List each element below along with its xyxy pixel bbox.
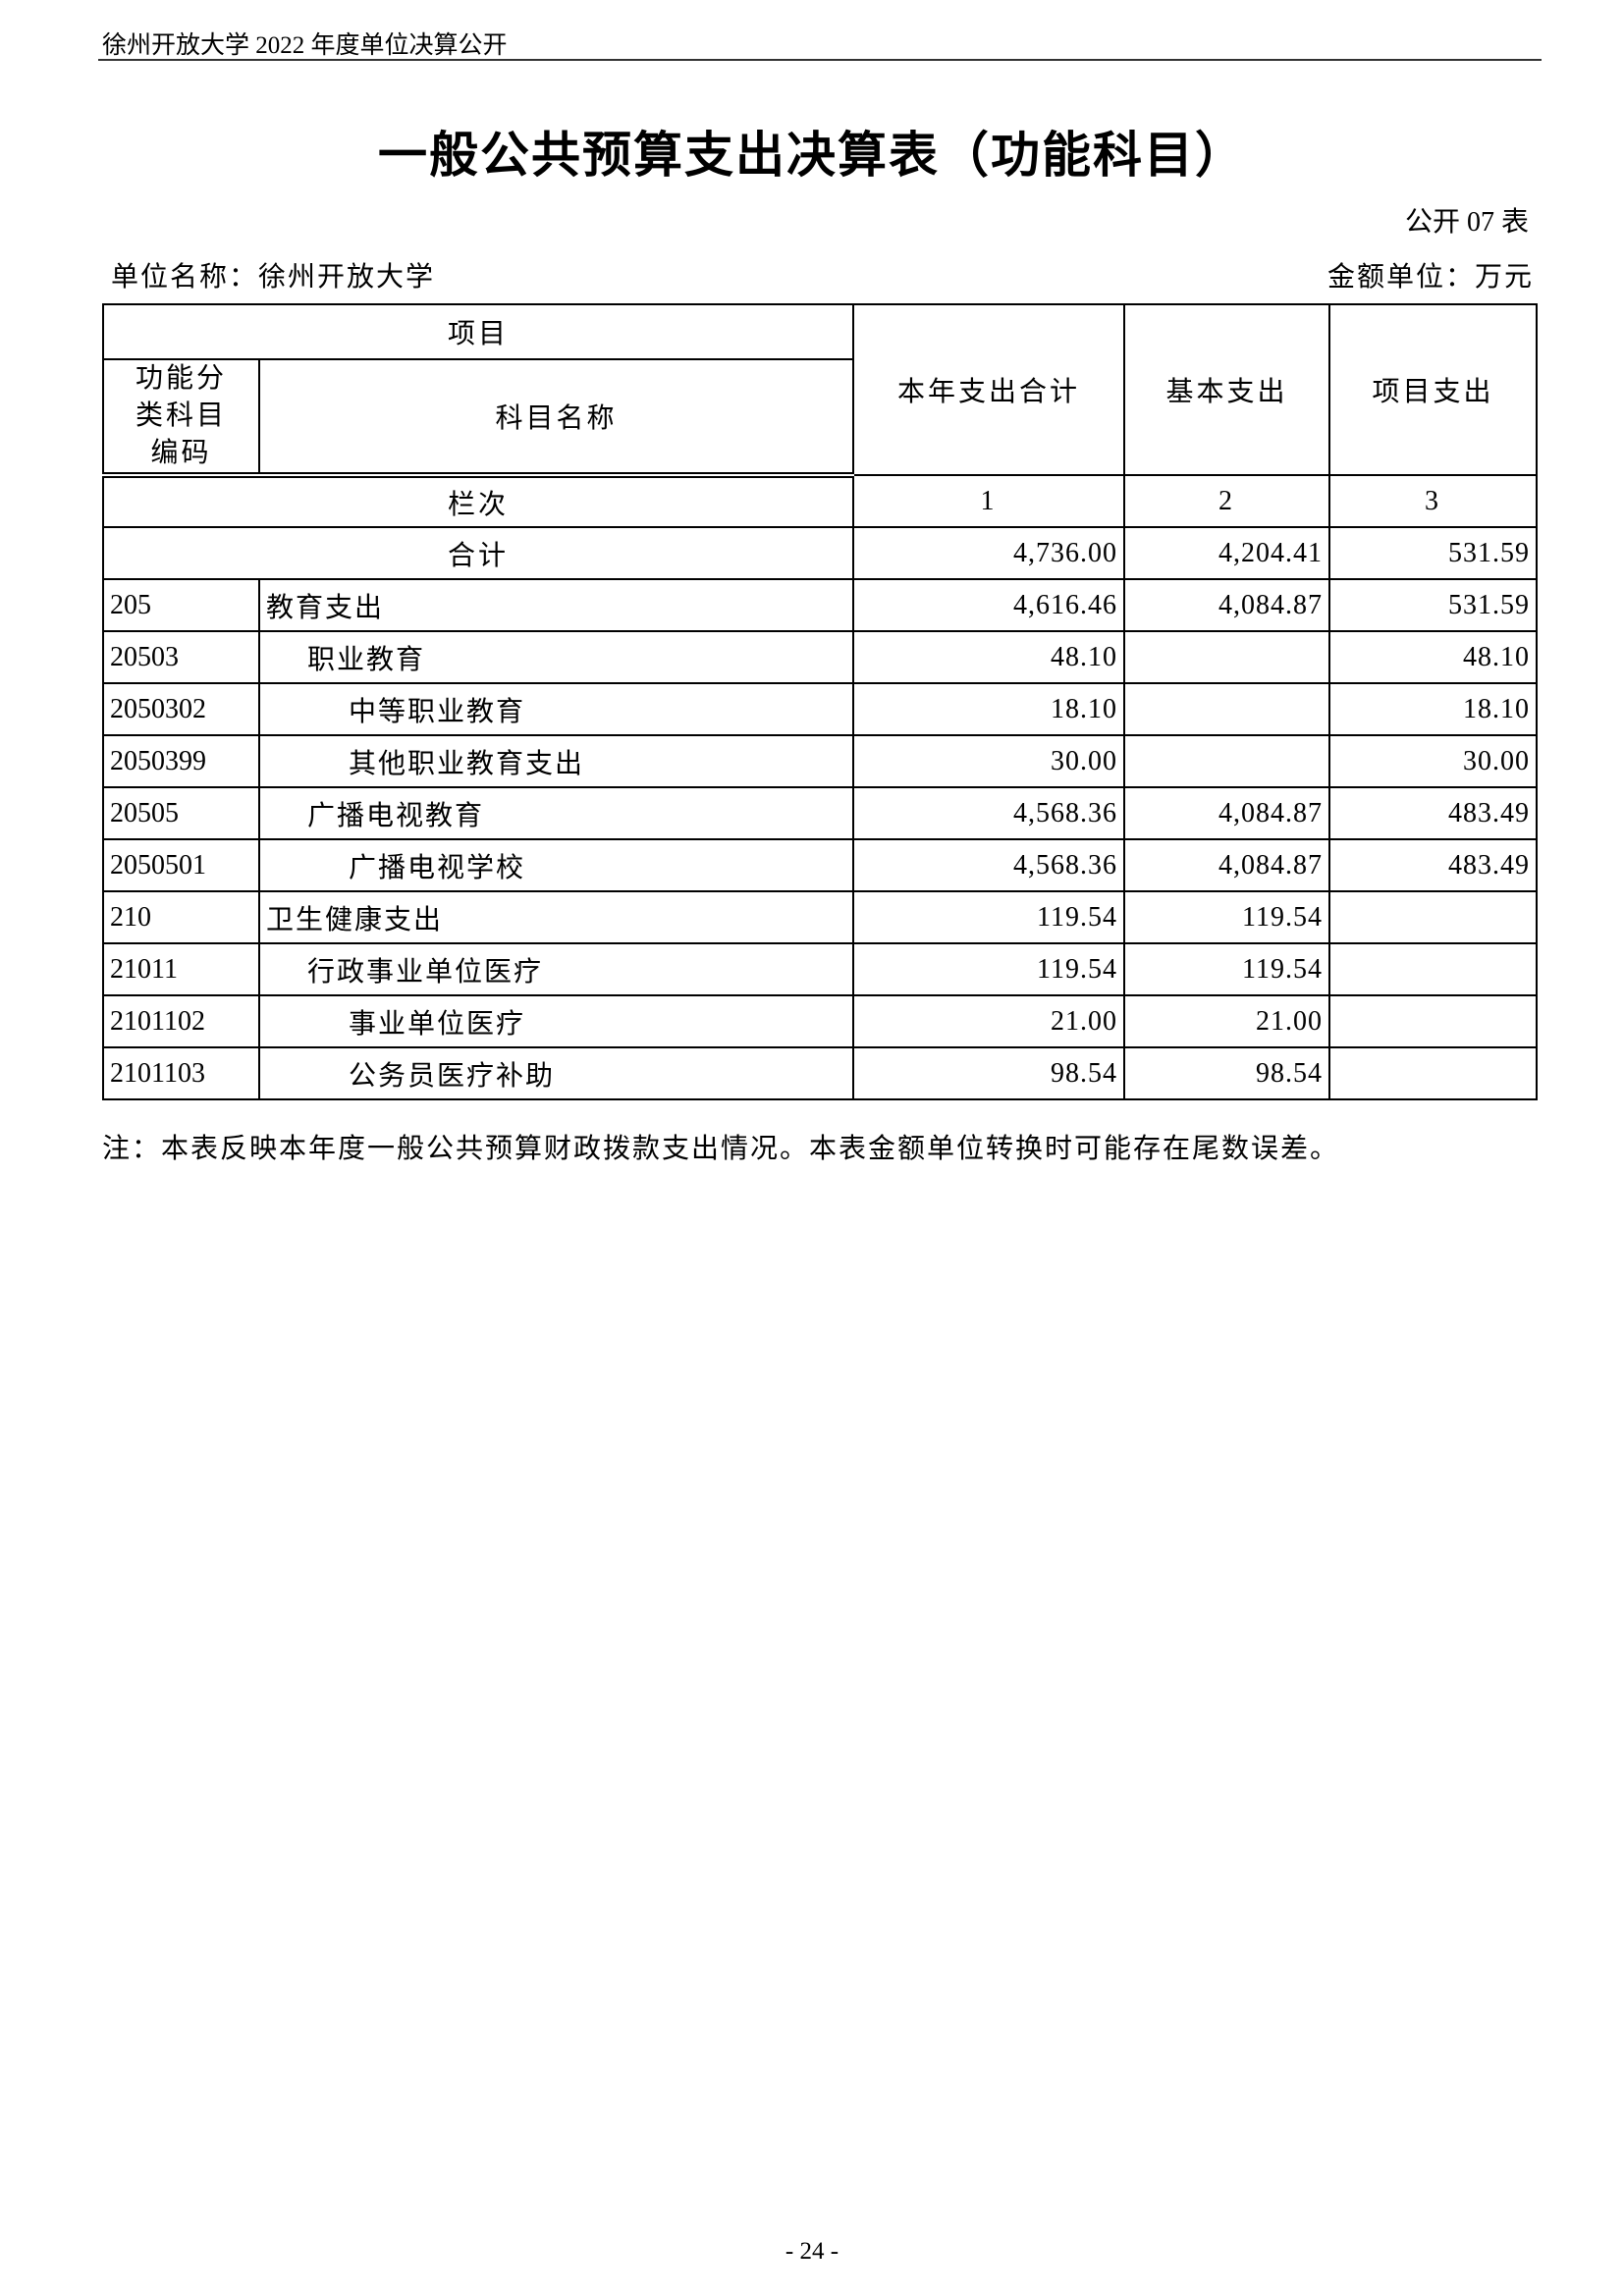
amount-cell: 4,568.36 [852,838,1126,892]
amount-cell: 483.49 [1328,786,1539,840]
sum-label: 合计 [101,526,855,580]
amount-cell: 48.10 [1328,630,1539,684]
amount-cell: 30.00 [1328,734,1539,788]
empty-cell [1328,942,1539,996]
header-rule [98,59,1542,61]
name-cell: 其他职业教育支出 [257,734,855,788]
name-cell: 职业教育 [257,630,855,684]
code-cell: 21011 [102,942,260,996]
code-cell: 205 [102,578,260,632]
index-number: 3 [1328,474,1539,528]
empty-cell [1328,1046,1539,1100]
data-row: 2050501 广播电视学校 4,568.36 4,084.87 483.49 [102,838,1539,892]
amount-cell: 4,568.36 [852,786,1126,840]
table-number: 公开 07 表 [1404,207,1529,238]
amount-cell: 531.59 [1328,578,1539,632]
name-cell: 事业单位医疗 [257,994,855,1048]
data-row: 2050302 中等职业教育 18.10 18.10 [102,682,1539,736]
data-row: 205 教育支出 4,616.46 4,084.87 531.59 [102,578,1539,632]
amount-cell: 21.00 [852,994,1126,1048]
data-row: 20505 广播电视教育 4,568.36 4,084.87 483.49 [102,786,1539,840]
amount-cell: 98.54 [852,1046,1126,1100]
amount-cell: 119.54 [852,890,1126,944]
data-row: 210 卫生健康支出 119.54 119.54 [102,890,1539,944]
amount-cell: 98.54 [1123,1046,1331,1100]
code-cell: 20505 [102,786,260,840]
header-cell: 本年支出合计 [852,303,1126,476]
empty-cell [1123,682,1331,736]
code-cell: 20503 [102,630,260,684]
table-body: 栏次 1 2 3 合计 4,736.00 4,204.41 531.59 205 教育支出 4,61… [101,474,1539,1100]
header-cell: 功能分类科目编码 [102,358,260,478]
title: 一般公共预算支出决算表（功能科目） [378,128,1246,183]
sum-value: 4,204.41 [1123,526,1331,580]
header-cell: 项目支出 [1328,303,1539,476]
header-row: 功能分类科目编码 科目名称 [102,358,1537,478]
amount-cell: 30.00 [852,734,1126,788]
sum-value: 4,736.00 [852,526,1126,580]
header-cell: 基本支出 [1123,303,1331,476]
unit-name: 单位名称：徐州开放大学 [111,262,436,293]
running-header: 徐州开放大学 2022 年度单位决算公开 [102,32,508,59]
code-cell: 2050302 [102,682,260,736]
sum-value: 531.59 [1328,526,1539,580]
name-cell: 广播电视教育 [257,786,855,840]
name-cell: 中等职业教育 [257,682,855,736]
amount-cell: 119.54 [1123,890,1331,944]
data-row: 2101102 事业单位医疗 21.00 21.00 [102,994,1539,1048]
empty-cell [1123,630,1331,684]
name-cell: 卫生健康支出 [257,890,855,944]
amount-cell: 21.00 [1123,994,1331,1048]
index-number: 2 [1123,474,1331,528]
amount-cell: 4,084.87 [1123,838,1331,892]
sum-row: 合计 4,736.00 4,204.41 531.59 [101,526,1539,580]
name-cell: 广播电视学校 [257,838,855,892]
header-cell: 项目 [101,303,855,360]
amount-cell: 483.49 [1328,838,1539,892]
amount-cell: 119.54 [852,942,1126,996]
header-text: 功能分类科目编码 [135,363,227,468]
header-row: 项目 本年支出合计 基本支出 项目支出 [101,303,1539,476]
amount-cell: 4,084.87 [1123,786,1331,840]
amount-cell: 119.54 [1123,942,1331,996]
name-cell: 公务员医疗补助 [257,1046,855,1100]
budget-table: 项目 本年支出合计 基本支出 项目支出 功能分类科目编码 科目名称 栏次 1 2 3 合… [101,303,1539,1100]
header-cell: 科目名称 [257,358,855,478]
code-cell: 2101103 [102,1046,260,1100]
amount-cell: 4,084.87 [1123,578,1331,632]
amount-cell: 48.10 [852,630,1126,684]
empty-cell [1328,994,1539,1048]
empty-cell [1123,734,1331,788]
data-row: 2101103 公务员医疗补助 98.54 98.54 [102,1046,1539,1100]
code-cell: 2050501 [102,838,260,892]
index-label: 栏次 [101,474,855,528]
note: 注：本表反映本年度一般公共预算财政拨款支出情况。本表金额单位转换时可能存在尾数误… [102,1134,1340,1164]
code-cell: 2050399 [102,734,260,788]
index-number: 1 [852,474,1126,528]
amount-cell: 18.10 [852,682,1126,736]
empty-cell [1328,890,1539,944]
amount-cell: 4,616.46 [852,578,1126,632]
data-row: 20503 职业教育 48.10 48.10 [102,630,1539,684]
page-number: - 24 - [785,2238,839,2265]
index-row: 栏次 1 2 3 [101,474,1539,528]
amount-unit: 金额单位：万元 [1326,262,1534,293]
code-cell: 210 [102,890,260,944]
data-row: 21011 行政事业单位医疗 119.54 119.54 [102,942,1539,996]
name-cell: 教育支出 [257,578,855,632]
code-cell: 2101102 [102,994,260,1048]
data-row: 2050399 其他职业教育支出 30.00 30.00 [102,734,1539,788]
amount-cell: 18.10 [1328,682,1539,736]
name-cell: 行政事业单位医疗 [257,942,855,996]
